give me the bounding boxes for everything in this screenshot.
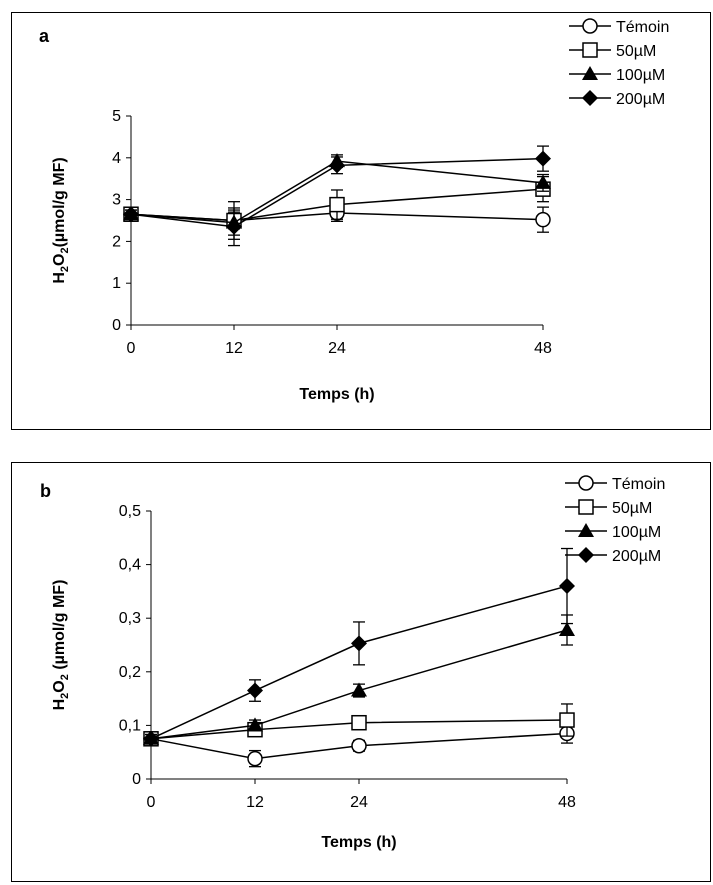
chart-a-data-point <box>535 174 551 189</box>
chart-b-data-point <box>351 682 367 697</box>
chart-b-y-axis-title: H2O2 (µmol/g MF) <box>51 580 71 711</box>
chart-a-legend-label: 100µM <box>616 67 665 84</box>
chart-a-data-point <box>535 150 551 167</box>
chart-b-x-axis-title: Temps (h) <box>321 834 396 851</box>
chart-b-legend-item: 200µM <box>565 547 661 565</box>
chart-b-data-point <box>559 578 575 595</box>
chart-b-legend-label: Témoin <box>612 476 665 493</box>
chart-a-legend-marker <box>582 66 598 80</box>
chart-a-x-tick-label: 24 <box>328 340 346 357</box>
chart-b-legend-item: 50µM <box>565 499 652 517</box>
chart-b-series-line <box>150 719 568 740</box>
chart-b-svg: b 0 0,1 0,2 0,3 0,4 0,5 0 12 24 48 Temps (h) H2O2 (µ… <box>40 475 665 851</box>
chart-b-y-tick-label: 0,1 <box>119 717 141 734</box>
chart-b-y-tick-label: 0,4 <box>119 557 141 574</box>
chart-a-series-line <box>130 160 544 224</box>
chart-a-series-4 <box>123 145 551 247</box>
chart-b-legend-item: Témoin <box>565 475 665 493</box>
chart-a-data-point <box>329 157 345 174</box>
chart-b-legend-item: 100µM <box>565 523 661 541</box>
chart-b-data-point <box>351 738 367 754</box>
chart-a-y-tick-label: 4 <box>112 150 121 167</box>
chart-b-data-point <box>559 621 575 636</box>
chart-a-series-2 <box>123 175 551 240</box>
chart-a-legend-label: 50µM <box>616 43 656 60</box>
chart-a-legend-item: 50µM <box>569 42 656 60</box>
chart-a-data-point <box>535 211 551 228</box>
chart-a-data-point <box>329 196 345 213</box>
chart-a-legend-label: Témoin <box>616 19 669 36</box>
chart-b-y-tick-label: 0,3 <box>119 610 141 627</box>
chart-b-data-point <box>559 712 575 728</box>
chart-b-legend-marker <box>578 547 594 563</box>
chart-a-legend: Témoin 50µM 100µM 200µM <box>569 18 669 108</box>
chart-a-legend-item: 200µM <box>569 90 665 108</box>
chart-b-data-point <box>247 750 263 767</box>
chart-b-data-point <box>247 717 263 732</box>
chart-a-data-point <box>123 206 139 223</box>
chart-a-legend-item: 100µM <box>569 66 665 84</box>
chart-b-legend-label: 200µM <box>612 548 661 565</box>
chart-b-legend: Témoin 50µM 100µM 200µM <box>565 475 665 565</box>
chart-b-y-tick-label: 0,5 <box>119 503 141 520</box>
chart-b-data-point <box>351 714 367 731</box>
chart-b-data-point <box>143 730 159 747</box>
chart-b-y-tick-label: 0 <box>132 771 141 788</box>
chart-a-series-line <box>130 157 544 228</box>
chart-b-x-tick-label: 24 <box>350 794 368 811</box>
chart-b-x-tick-label: 0 <box>147 794 156 811</box>
chart-b-data-point <box>247 682 263 699</box>
chart-a-legend-label: 200µM <box>616 91 665 108</box>
chart-a-y-tick-label: 0 <box>112 317 121 334</box>
chart-b-panel-label: b <box>40 481 51 501</box>
chart-a-x-tick-label: 0 <box>127 340 136 357</box>
chart-b-legend-marker <box>578 475 594 491</box>
chart-b-series-line <box>150 732 568 760</box>
chart-b-x-tick-label: 12 <box>246 794 264 811</box>
chart-a-x-tick-label: 48 <box>534 340 552 357</box>
chart-a-legend-marker <box>582 90 598 106</box>
chart-a-legend-item: Témoin <box>569 18 669 36</box>
chart-b-series-4 <box>143 547 575 747</box>
chart-b-data-point <box>351 635 367 652</box>
chart-a-x-tick-label: 12 <box>225 340 243 357</box>
chart-b-series-line <box>150 585 568 740</box>
chart-panel-a: a 0 1 2 3 4 5 0 12 24 48 Temps (h) H2O2(µmol/g MF) Té… <box>11 12 711 430</box>
chart-a-panel-label: a <box>39 26 50 46</box>
chart-a-data-point <box>226 218 242 235</box>
chart-a-y-tick-label: 3 <box>112 192 121 209</box>
chart-b-series-line <box>150 629 568 740</box>
chart-b-x-tick-label: 48 <box>558 794 576 811</box>
chart-a-y-tick-label: 5 <box>112 108 121 125</box>
chart-a-y-tick-label: 1 <box>112 275 121 292</box>
chart-a-y-tick-label: 2 <box>112 233 121 250</box>
chart-b-legend-label: 100µM <box>612 524 661 541</box>
chart-b-legend-marker <box>578 523 594 537</box>
chart-a-legend-marker <box>582 18 598 34</box>
chart-a-series-line <box>130 188 544 222</box>
chart-a-x-axis-title: Temps (h) <box>299 386 374 403</box>
chart-b-y-tick-label: 0,2 <box>119 664 141 681</box>
chart-a-y-axis-title: H2O2(µmol/g MF) <box>51 157 71 283</box>
chart-b-legend-marker <box>578 499 594 515</box>
chart-panel-b: b 0 0,1 0,2 0,3 0,4 0,5 0 12 24 48 Temps (h) H2O2 (µ… <box>11 462 711 882</box>
chart-b-legend-label: 50µM <box>612 500 652 517</box>
chart-a-legend-marker <box>582 42 598 58</box>
